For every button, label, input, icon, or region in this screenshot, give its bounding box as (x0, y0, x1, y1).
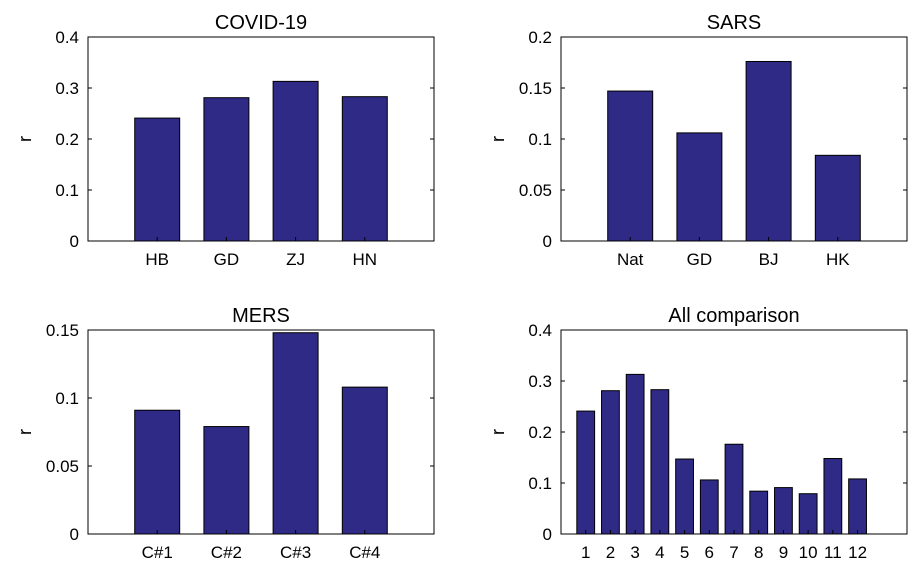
x-tick-label: 6 (705, 543, 714, 562)
x-tick-label: 11 (824, 543, 842, 562)
bar-9 (774, 487, 793, 535)
y-tick-label: 0.2 (55, 130, 79, 149)
y-tick-label: 0.4 (55, 28, 79, 47)
x-tick-label: C#2 (211, 543, 242, 562)
y-tick-label: 0.05 (46, 457, 79, 476)
chart-title: MERS (232, 305, 290, 327)
bar-4 (650, 389, 670, 535)
y-tick-label: 0.05 (519, 181, 552, 200)
bar-C#4 (341, 386, 388, 535)
x-tick-label: HK (826, 250, 850, 269)
y-axis-label: r (15, 429, 35, 435)
panel-3: MERS 0 0.05 0.1 0.15 C#1 C#2 C#3 C#4 r (15, 305, 435, 562)
x-tick-label: 5 (680, 543, 689, 562)
bar-3 (625, 373, 645, 535)
x-tick-label: HB (145, 250, 169, 269)
bar-6 (699, 479, 719, 535)
y-tick-label: 0.15 (46, 321, 79, 340)
y-tick-label: 0.1 (55, 181, 79, 200)
x-tick-label: 9 (779, 543, 788, 562)
bar-5 (675, 458, 694, 535)
y-axis-label: r (488, 429, 508, 435)
bar-ZJ (272, 80, 319, 242)
bar-C#2 (203, 426, 250, 535)
x-tick-label: C#3 (280, 543, 311, 562)
chart-title: All comparison (668, 305, 799, 327)
y-tick-label: 0.3 (528, 372, 552, 391)
bar-Nat (607, 90, 654, 242)
x-tick-label: 7 (729, 543, 738, 562)
y-tick-label: 0.2 (528, 28, 552, 47)
bar-11 (823, 458, 843, 535)
y-tick-label: 0.3 (55, 79, 79, 98)
x-tick-label: GD (214, 250, 240, 269)
bar-HB (134, 117, 181, 242)
x-tick-label: Nat (617, 250, 644, 269)
bar-8 (749, 490, 769, 535)
x-tick-label: 10 (799, 543, 818, 562)
x-tick-label: C#1 (142, 543, 173, 562)
bar-C#1 (134, 409, 181, 535)
bar-BJ (745, 60, 792, 242)
bar-2 (601, 390, 620, 535)
y-axis-label: r (15, 136, 35, 142)
axes-box (87, 329, 435, 535)
y-tick-label: 0.15 (519, 79, 552, 98)
bar-12 (848, 478, 867, 535)
x-tick-label: 8 (754, 543, 763, 562)
x-tick-label: GD (687, 250, 713, 269)
chart-title: COVID-19 (215, 12, 307, 34)
chart-title: SARS (707, 12, 761, 34)
y-axis-label: r (488, 136, 508, 142)
y-tick-label: 0.1 (528, 130, 552, 149)
y-tick-label: 0.4 (528, 321, 552, 340)
y-tick-label: 0 (543, 232, 552, 251)
x-tick-label: HN (353, 250, 378, 269)
bar-7 (724, 443, 744, 535)
bar-1 (576, 410, 596, 535)
bar-GD (203, 97, 250, 242)
bar-HN (341, 96, 388, 242)
x-tick-label: 1 (581, 543, 590, 562)
y-tick-label: 0 (70, 525, 79, 544)
bar-10 (798, 493, 818, 535)
x-tick-label: 4 (655, 543, 664, 562)
y-tick-label: 0 (70, 232, 79, 251)
panel-1: COVID-19 0 0.1 0.2 0.3 0.4 HB GD ZJ HN r (15, 12, 435, 269)
bar-C#3 (272, 332, 319, 535)
bar-HK (814, 154, 861, 242)
x-tick-label: 12 (848, 543, 867, 562)
x-tick-label: ZJ (286, 250, 305, 269)
x-tick-label: BJ (759, 250, 779, 269)
y-tick-label: 0.2 (528, 423, 552, 442)
y-tick-label: 0.1 (528, 474, 552, 493)
x-tick-label: 3 (630, 543, 639, 562)
x-tick-label: C#4 (349, 543, 380, 562)
x-tick-label: 2 (606, 543, 615, 562)
y-tick-label: 0 (543, 525, 552, 544)
bar-GD (676, 132, 723, 242)
y-tick-label: 0.1 (55, 389, 79, 408)
panel-2: SARS 0 0.05 0.1 0.15 0.2 Nat GD BJ HK r (488, 12, 908, 269)
